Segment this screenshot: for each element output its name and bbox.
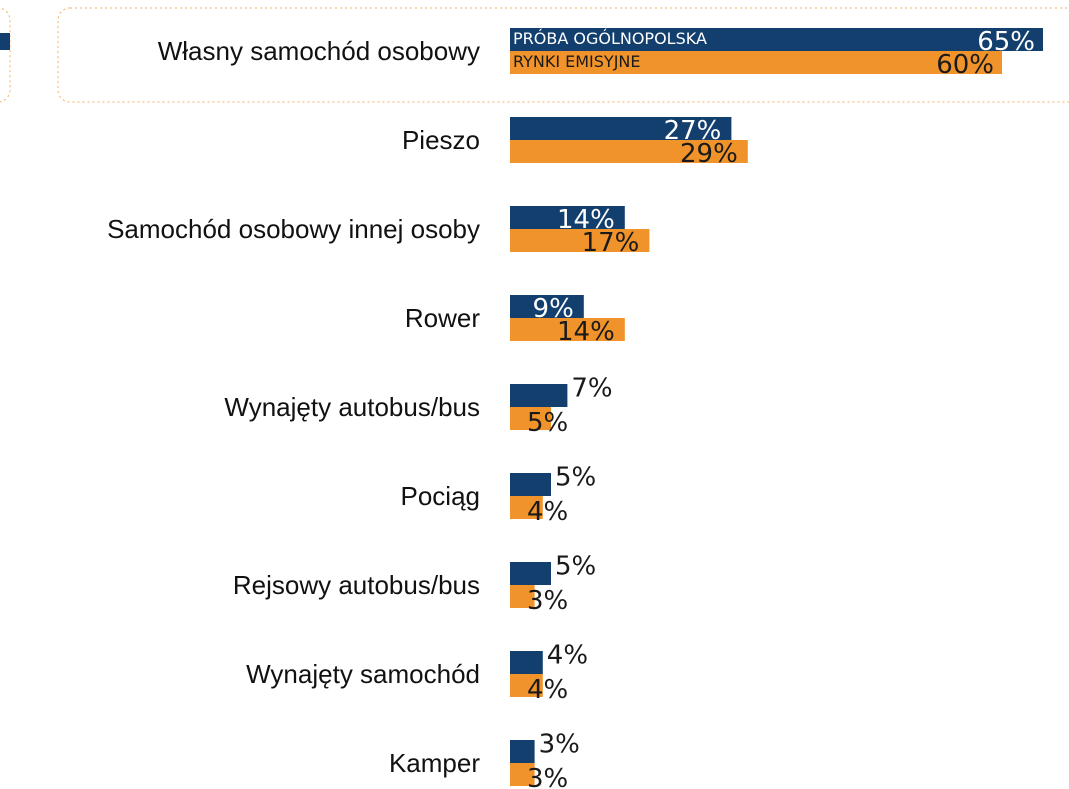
value-label: 3% [539,730,580,760]
bar [510,562,551,585]
category-label: Wynajęty autobus/bus [224,392,480,422]
value-label: 5% [555,463,596,493]
value-label: 3% [527,764,568,789]
bar [510,384,568,407]
category-label: Samochód osobowy innej osoby [107,214,480,244]
bar [510,407,551,430]
value-label: 60% [936,50,994,80]
value-label: 4% [547,641,588,671]
value-label: 4% [527,497,568,527]
bar [510,740,535,763]
value-label: 5% [527,408,568,438]
value-label: 17% [582,228,640,258]
category-label: Rejsowy autobus/bus [233,570,480,600]
category-label: Kamper [389,748,480,778]
bar [510,763,535,786]
bar [510,117,732,140]
bar [510,585,535,608]
category-label: Własny samochód osobowy [158,36,480,66]
bar [510,473,551,496]
bar [510,229,650,252]
bar [510,206,625,229]
value-label: 3% [527,586,568,616]
category-label: Wynajęty samochód [246,659,480,689]
highlight-box [57,7,1069,103]
legend-box [0,7,11,103]
legend-swatch [0,33,10,50]
series-name: PRÓBA OGÓLNOPOLSKA [513,29,707,48]
bar [510,318,625,341]
value-label: 4% [527,675,568,705]
value-label: 7% [571,374,612,404]
bar [510,28,1043,51]
bar [510,651,543,674]
bar [510,295,584,318]
category-label: Rower [405,303,480,333]
bar [510,674,543,697]
value-label: 29% [680,139,738,169]
bar [510,51,1002,74]
category-label: Pociąg [401,481,481,511]
bar [510,140,748,163]
value-label: 14% [557,317,615,347]
bar [510,496,543,519]
value-label: 5% [555,552,596,582]
series-name: RYNKI EMISYJNE [513,52,641,71]
category-label: Pieszo [402,125,480,155]
